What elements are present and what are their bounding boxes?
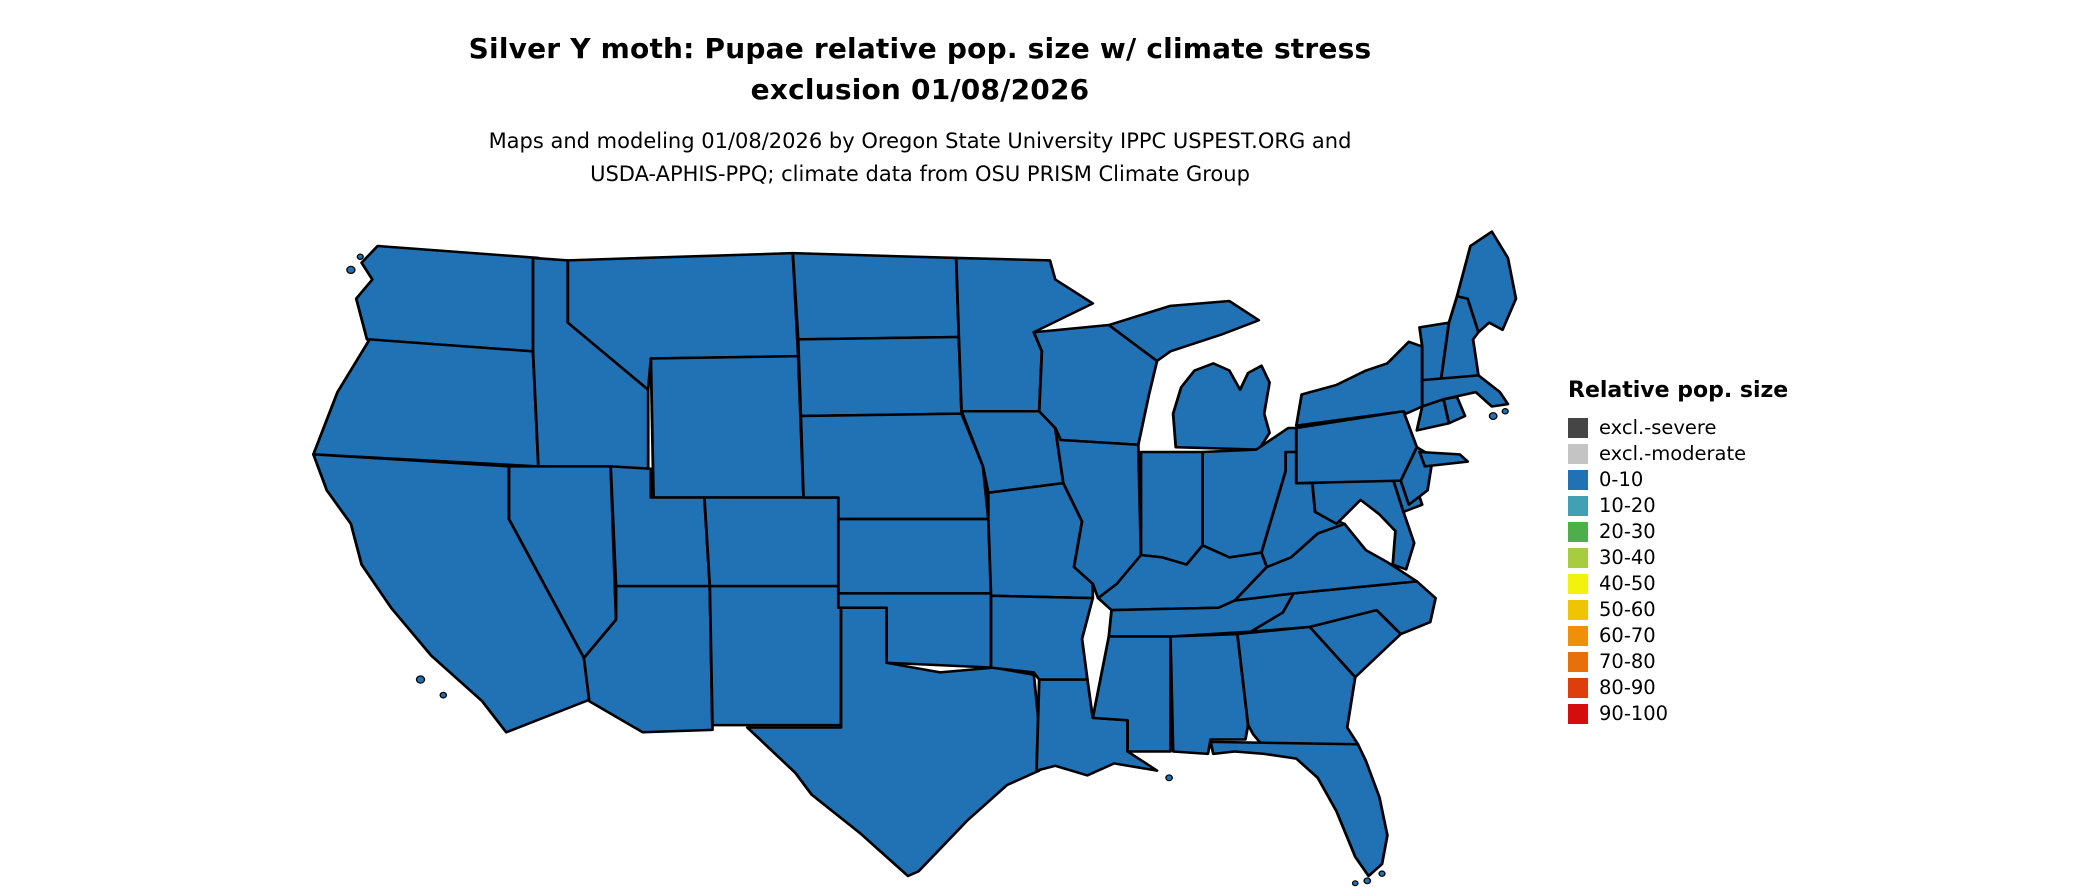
legend-color-swatch	[1568, 522, 1588, 542]
map-legend: Relative pop. size excl.-severe excl.-mod…	[1568, 378, 1868, 727]
legend-color-swatch	[1568, 418, 1588, 438]
state-alabama	[1169, 632, 1250, 756]
figure-header: Silver Y moth: Pupae relative pop. size …	[0, 28, 1840, 191]
legend-item: excl.-moderate	[1568, 441, 1868, 467]
state-oregon	[311, 338, 540, 468]
legend-items: excl.-severe excl.-moderate 0-10 10-20 20-30…	[1568, 415, 1868, 727]
state-michigan-upper-peninsula	[1107, 299, 1261, 363]
title-line-2: exclusion 01/08/2026	[750, 73, 1090, 106]
legend-item-label: 10-20	[1599, 494, 1656, 517]
legend-item-label: excl.-severe	[1599, 416, 1717, 439]
legend-item: 80-90	[1568, 675, 1868, 701]
legend-item-label: 70-80	[1599, 650, 1656, 673]
state-new-york-long-island	[1418, 450, 1470, 468]
islet-puget-sound-2	[356, 253, 364, 260]
state-north-dakota	[791, 251, 961, 341]
state-north-carolina	[1249, 580, 1437, 636]
legend-color-swatch	[1568, 574, 1588, 594]
legend-item: 10-20	[1568, 493, 1868, 519]
state-shapes	[311, 230, 1518, 878]
figure-subtitle: Maps and modeling 01/08/2026 by Oregon S…	[0, 125, 1840, 191]
title-line-1: Silver Y moth: Pupae relative pop. size …	[468, 32, 1372, 65]
islet-mississippi-delta	[1165, 774, 1173, 782]
state-texas	[745, 606, 1041, 878]
legend-item-label: 50-60	[1599, 598, 1656, 621]
legend-color-swatch	[1568, 470, 1588, 490]
state-washington	[354, 244, 540, 353]
state-florida	[1209, 740, 1389, 878]
state-kansas	[836, 517, 996, 595]
islet-florida-keys-1	[1363, 877, 1372, 885]
state-new-york	[1294, 340, 1424, 427]
subtitle-line-2: USDA-APHIS-PPQ; climate data from OSU PR…	[590, 162, 1250, 186]
state-indiana	[1139, 450, 1204, 566]
legend-color-swatch	[1568, 496, 1588, 516]
legend-item: 20-30	[1568, 519, 1868, 545]
legend-item-label: 30-40	[1599, 546, 1656, 569]
legend-item-label: excl.-moderate	[1599, 442, 1747, 465]
legend-item: 30-40	[1568, 545, 1868, 571]
legend-item-label: 20-30	[1599, 520, 1656, 543]
legend-item-label: 40-50	[1599, 572, 1656, 595]
islet-channel-islands-2	[439, 691, 448, 699]
legend-item: 0-10	[1568, 467, 1868, 493]
legend-item: 60-70	[1568, 623, 1868, 649]
islet-channel-islands-1	[415, 675, 426, 684]
figure-title: Silver Y moth: Pupae relative pop. size …	[0, 28, 1840, 110]
legend-color-swatch	[1568, 626, 1588, 646]
legend-color-swatch	[1568, 678, 1588, 698]
legend-item-label: 80-90	[1599, 676, 1656, 699]
islet-marthas-vineyard	[1501, 408, 1509, 415]
state-colorado	[703, 496, 846, 588]
legend-color-swatch	[1568, 652, 1588, 672]
islet-nantucket	[1488, 412, 1498, 421]
legend-color-swatch	[1568, 704, 1588, 724]
legend-item: excl.-severe	[1568, 415, 1868, 441]
legend-title: Relative pop. size	[1568, 378, 1789, 403]
state-new-mexico	[708, 584, 846, 727]
legend-color-swatch	[1568, 600, 1588, 620]
legend-item: 90-100	[1568, 701, 1868, 727]
legend-item: 70-80	[1568, 649, 1868, 675]
legend-color-swatch	[1568, 548, 1588, 568]
legend-item-label: 90-100	[1599, 702, 1669, 725]
state-south-dakota	[796, 335, 963, 418]
legend-item: 50-60	[1568, 597, 1868, 623]
islet-florida-keys-2	[1351, 880, 1359, 887]
us-choropleth-map	[300, 222, 1532, 888]
state-california	[311, 453, 594, 734]
islet-puget-sound-1	[346, 265, 356, 275]
legend-color-swatch	[1568, 444, 1588, 464]
state-wyoming	[649, 354, 805, 499]
state-maine	[1455, 230, 1518, 334]
legend-item-label: 60-70	[1599, 624, 1656, 647]
state-michigan-lower-peninsula	[1171, 362, 1271, 451]
state-arkansas	[989, 594, 1095, 681]
legend-item-label: 0-10	[1599, 468, 1644, 491]
state-rhode-island	[1442, 395, 1467, 425]
legend-item: 40-50	[1568, 571, 1868, 597]
subtitle-line-1: Maps and modeling 01/08/2026 by Oregon S…	[488, 129, 1352, 153]
islet-florida-keys-3	[1378, 870, 1386, 877]
coastal-islets	[346, 253, 1509, 887]
